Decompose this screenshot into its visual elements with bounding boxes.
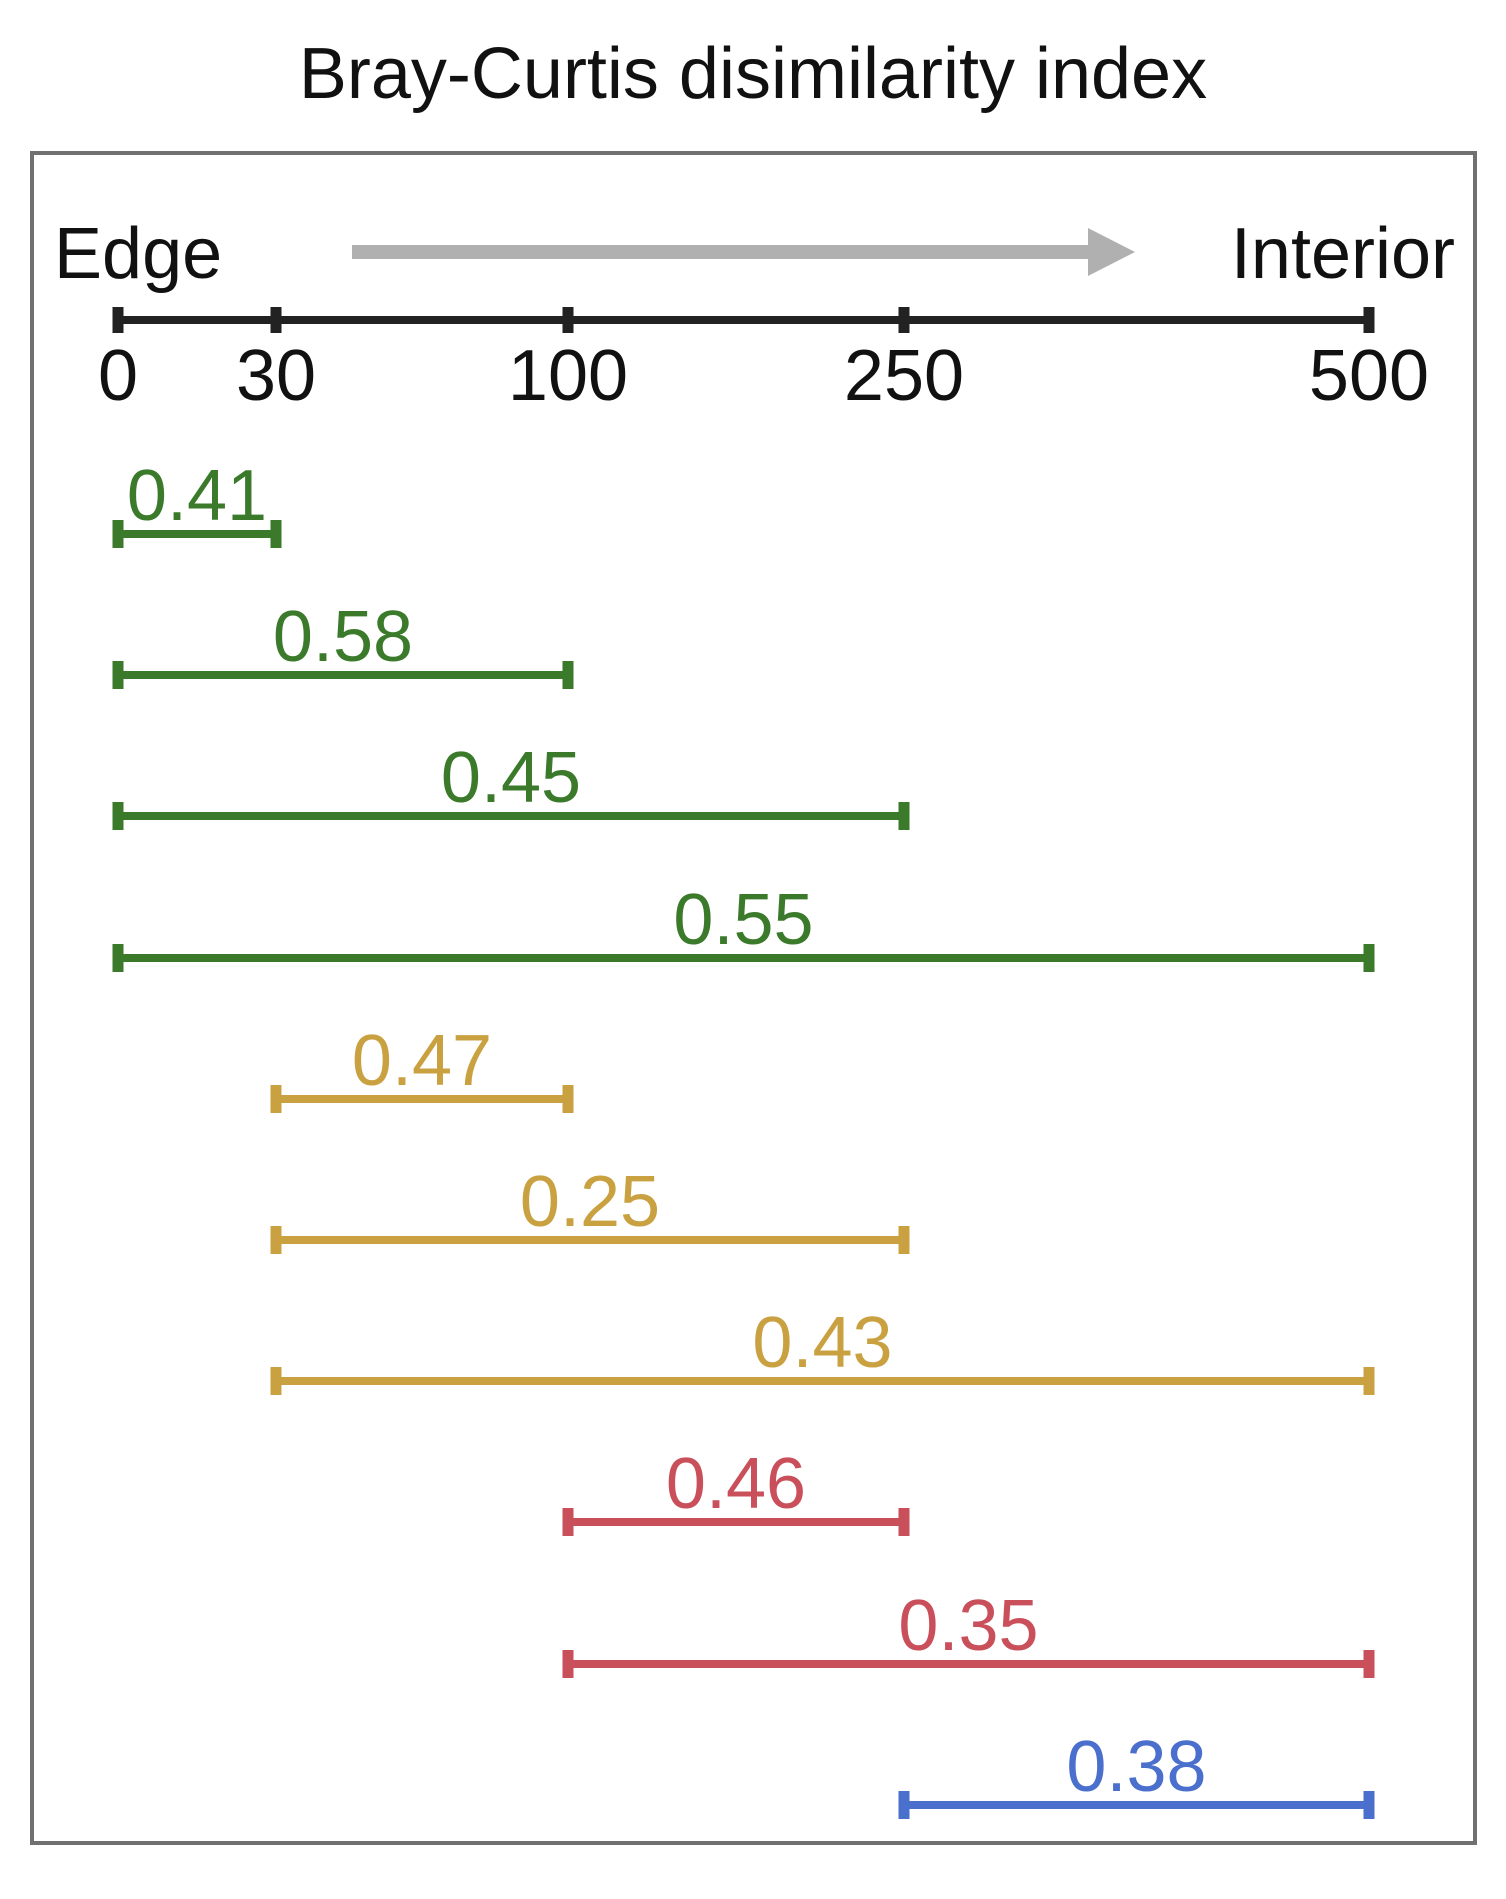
- comparison-bar: 0.55: [112, 880, 1375, 972]
- comparison-bar: 0.45: [112, 738, 910, 830]
- diagram-title: Bray-Curtis disimilarity index: [298, 34, 1208, 114]
- dissimilarity-value-label: 0.25: [520, 1162, 660, 1242]
- dissimilarity-value-label: 0.46: [666, 1444, 806, 1524]
- edge-label: Edge: [54, 214, 222, 294]
- dissimilarity-value-label: 0.47: [352, 1021, 492, 1101]
- dissimilarity-value-label: 0.38: [1066, 1727, 1206, 1807]
- axis-tick-label: 0: [98, 336, 138, 416]
- axis-tick-label: 100: [508, 336, 628, 416]
- dissimilarity-value-label: 0.45: [441, 738, 581, 818]
- distance-axis: 0 30 100 250 500: [98, 307, 1429, 416]
- dissimilarity-value-label: 0.55: [673, 880, 813, 960]
- diagram-frame: [30, 151, 1477, 1845]
- axis-tick-label: 250: [844, 336, 964, 416]
- dissimilarity-value-label: 0.41: [127, 456, 267, 536]
- axis-tick-label: 30: [236, 336, 316, 416]
- direction-arrow-icon: [352, 228, 1135, 276]
- dissimilarity-value-label: 0.58: [273, 597, 413, 677]
- comparison-bar: 0.58: [112, 597, 574, 689]
- comparison-bar: 0.46: [562, 1444, 910, 1536]
- comparison-bar: 0.47: [270, 1021, 574, 1113]
- comparison-bar: 0.38: [898, 1727, 1375, 1819]
- comparison-bars: 0.410.58 0.45 0.55 0.47 0.25 0.43 0.46 0.35 0.38: [112, 456, 1375, 1819]
- dissimilarity-value-label: 0.43: [752, 1303, 892, 1383]
- comparison-bar: 0.35: [562, 1586, 1375, 1678]
- comparison-bar: 0.43: [270, 1303, 1375, 1395]
- axis-tick-label: 500: [1309, 336, 1429, 416]
- dissimilarity-value-label: 0.35: [898, 1586, 1038, 1666]
- interior-label: Interior: [1231, 214, 1455, 294]
- comparison-bar: 0.41: [112, 456, 282, 548]
- comparison-bar: 0.25: [270, 1162, 910, 1254]
